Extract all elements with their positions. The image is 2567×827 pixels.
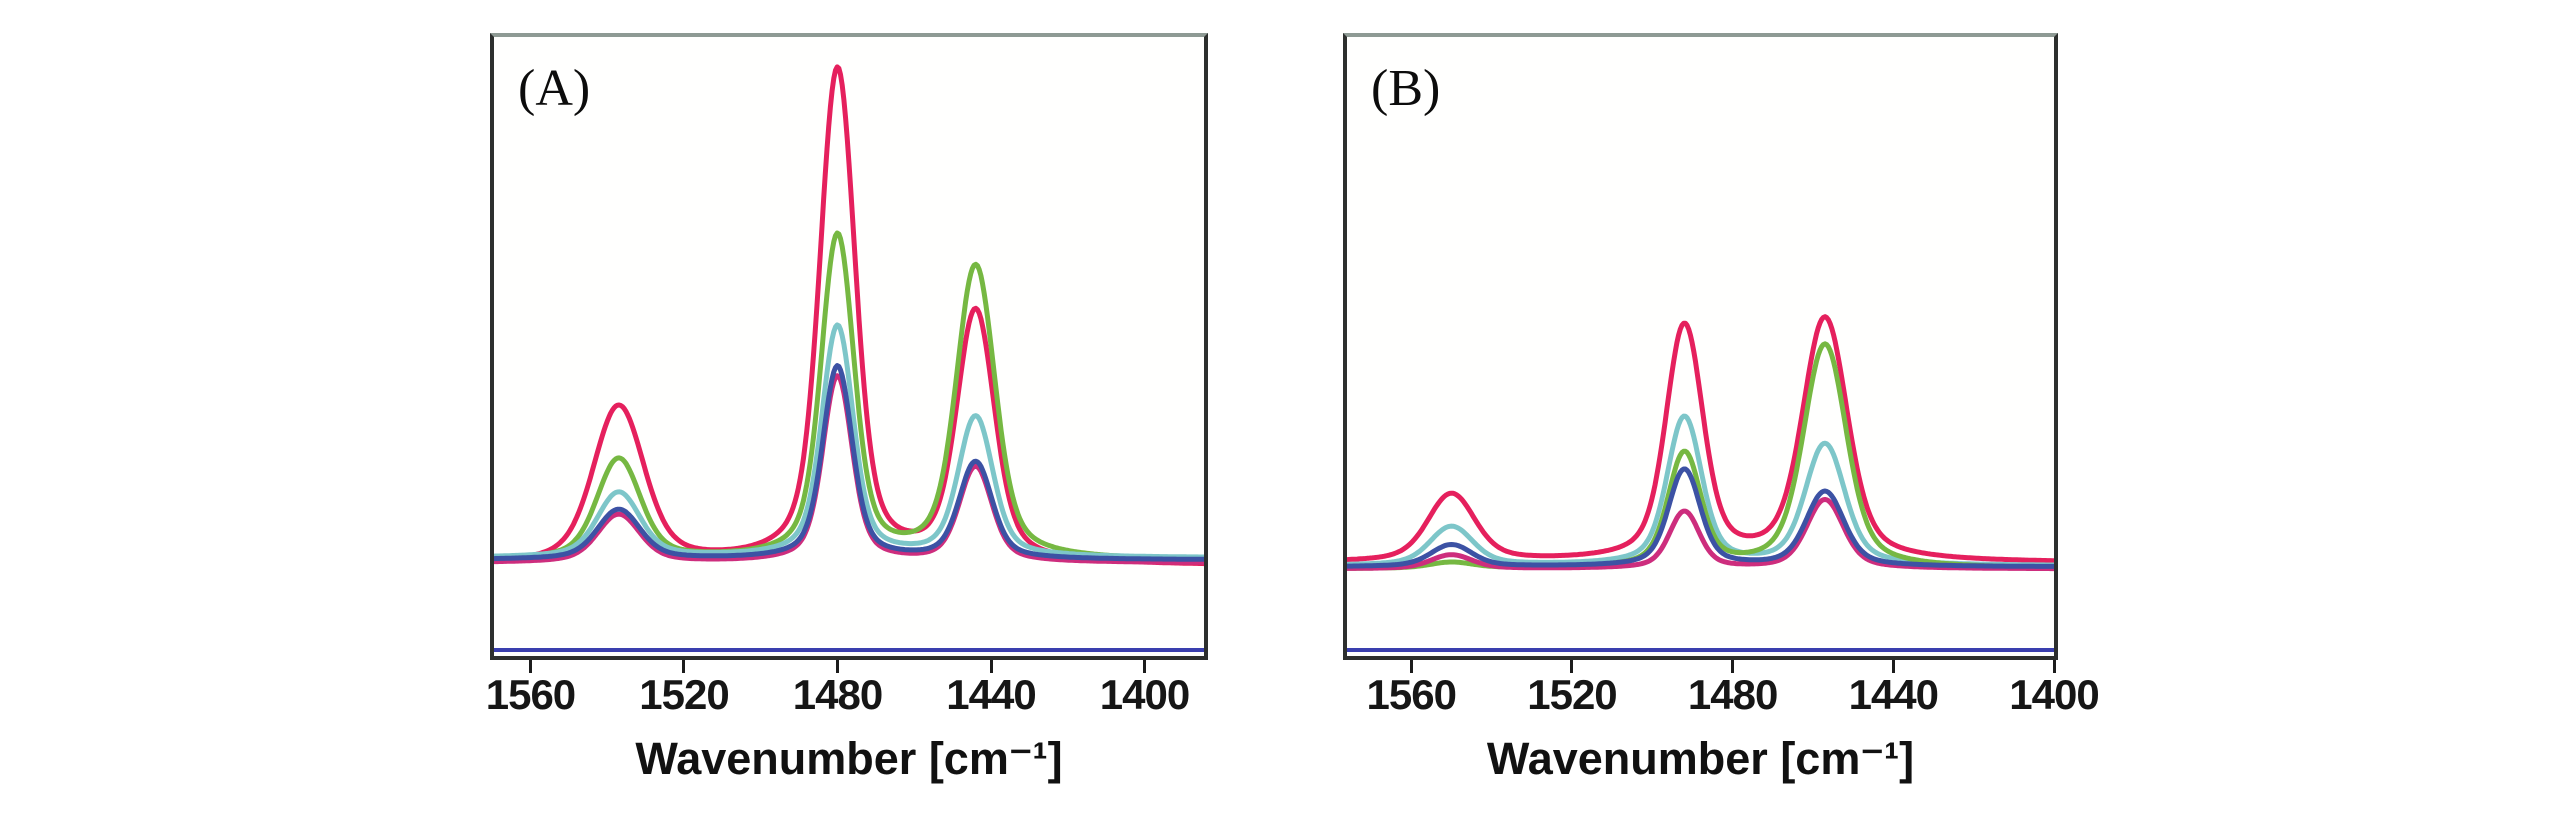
x-tick-label: 1480 [792,671,883,718]
x-tick-mark [1143,660,1146,673]
x-tick-label: 1440 [946,671,1036,718]
x-tick-mark [835,660,839,673]
x-tick-mark [682,660,686,673]
spectra-svg [1347,314,2054,652]
spectrum-blue [1347,466,2054,569]
spectrum-blue [494,363,1204,562]
panel-b-plot-frame [1343,33,2058,660]
x-tick-mark [1570,660,1574,673]
panel-a-plot-frame [490,33,1208,660]
panel-label: (B) [1371,60,1441,117]
x-tick-label: 1480 [1687,671,1778,718]
panel-label: (A) [518,60,591,117]
spectrum-red [1347,314,2054,564]
x-tick-label: 1520 [1527,671,1617,718]
x-tick-mark [1409,660,1413,673]
x-tick-label: 1560 [1366,671,1457,718]
x-tick-mark [989,660,993,673]
x-tick-label: 1400 [2009,671,2099,718]
x-tick-label: 1560 [485,671,576,718]
x-tick-mark [1891,660,1895,673]
spectrum-cyan [494,322,1204,560]
spectra-svg [494,64,1204,652]
x-tick-label: 1400 [1099,671,1190,718]
x-tick-mark [528,660,532,673]
x-tick-label: 1520 [639,671,729,718]
x-tick-mark [1731,660,1735,673]
x-axis-title: Wavenumber [cm⁻¹] [1486,733,1915,784]
x-axis-title: Wavenumber [cm⁻¹] [635,733,1063,784]
x-tick-label: 1440 [1848,671,1939,718]
x-tick-mark [2052,660,2056,673]
